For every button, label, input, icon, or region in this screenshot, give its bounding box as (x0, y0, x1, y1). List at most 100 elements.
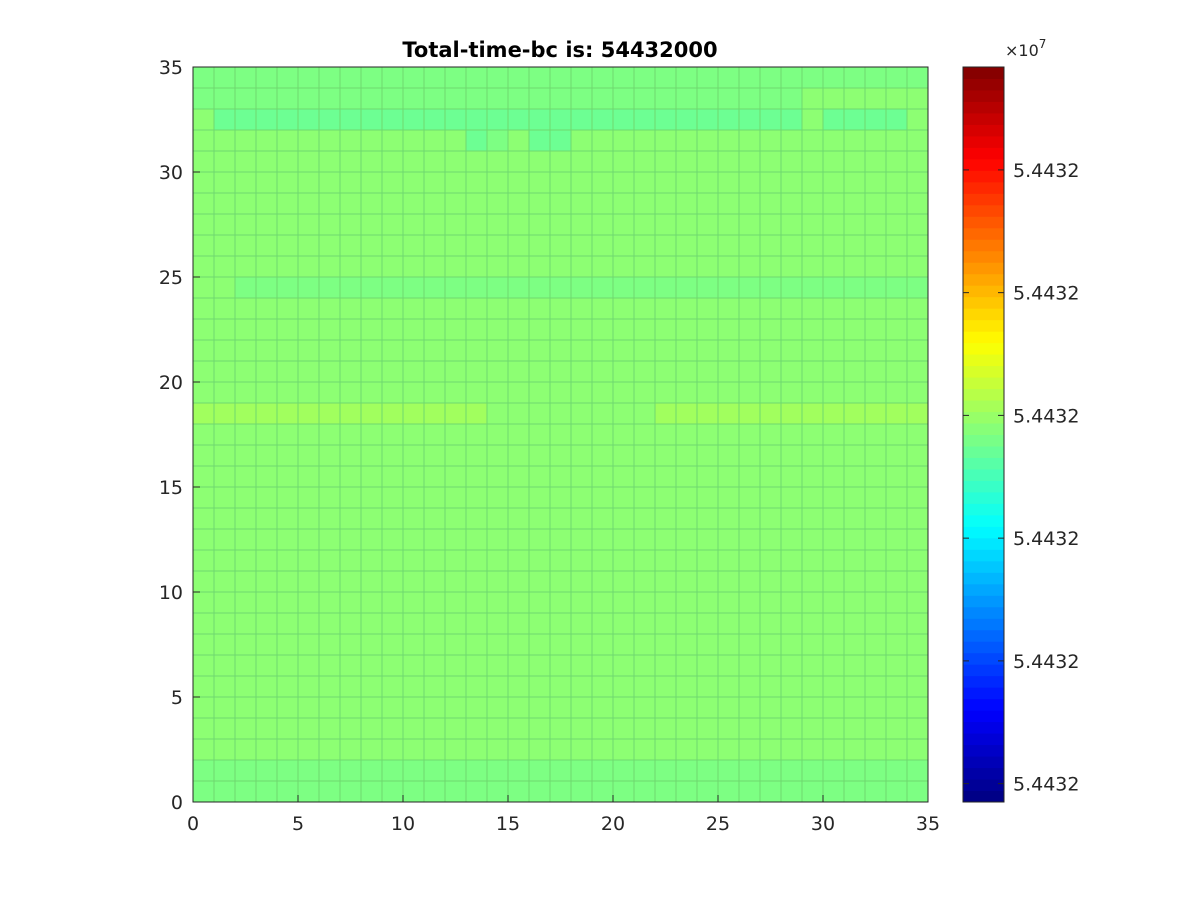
heatmap-cell (802, 571, 824, 593)
heatmap-cell (760, 487, 782, 509)
heatmap-cell (424, 235, 446, 257)
heatmap-cell (298, 172, 320, 194)
heatmap-cell (508, 340, 530, 362)
heatmap-cell (613, 109, 635, 131)
heatmap-cell (865, 739, 887, 761)
heatmap-cell (403, 235, 425, 257)
heatmap-cell (529, 172, 551, 194)
heatmap-cell (340, 151, 362, 173)
heatmap-cell (865, 256, 887, 278)
heatmap-cell (865, 781, 887, 803)
heatmap-cell (844, 760, 866, 782)
heatmap-cell (298, 193, 320, 215)
heatmap-cell (445, 319, 467, 341)
heatmap-cell (718, 319, 740, 341)
heatmap-cell (634, 697, 656, 719)
heatmap-cell (802, 445, 824, 467)
heatmap-cell (781, 424, 803, 446)
heatmap-cell (256, 613, 278, 635)
heatmap-cell (487, 592, 509, 614)
heatmap-cell (718, 67, 740, 89)
heatmap-cell (298, 235, 320, 257)
heatmap-cell (592, 655, 614, 677)
heatmap-cell (592, 445, 614, 467)
heatmap-cell (487, 88, 509, 110)
heatmap-cell (445, 382, 467, 404)
heatmap-cell (571, 697, 593, 719)
heatmap-cell (781, 760, 803, 782)
heatmap-cell (613, 739, 635, 761)
heatmap-cell (550, 655, 572, 677)
heatmap-cell (697, 676, 719, 698)
colorbar-segment (963, 618, 1004, 631)
heatmap-cell (844, 655, 866, 677)
heatmap-cell (529, 697, 551, 719)
colorbar-segment (963, 445, 1004, 458)
heatmap-cell (466, 508, 488, 530)
heatmap-cell (886, 319, 908, 341)
colorbar-exponent: ×107 (1005, 37, 1046, 60)
heatmap-cell (193, 466, 215, 488)
heatmap-cell (571, 235, 593, 257)
heatmap-cell (403, 109, 425, 131)
heatmap-cell (340, 508, 362, 530)
heatmap-cell (571, 718, 593, 740)
colorbar-segment (963, 721, 1004, 734)
heatmap-cell (466, 298, 488, 320)
heatmap-cell (760, 256, 782, 278)
heatmap-cell (634, 361, 656, 383)
heatmap-cell (760, 277, 782, 299)
heatmap-cell (697, 277, 719, 299)
heatmap-cell (739, 445, 761, 467)
heatmap-cell (718, 340, 740, 362)
heatmap-cell (592, 613, 614, 635)
heatmap-cell (886, 172, 908, 194)
heatmap-cell (655, 529, 677, 551)
heatmap-cell (571, 67, 593, 89)
heatmap-cell (886, 529, 908, 551)
heatmap-cell (718, 235, 740, 257)
heatmap-cell (235, 697, 257, 719)
heatmap-cell (823, 319, 845, 341)
heatmap-cell (403, 445, 425, 467)
heatmap-cell (760, 67, 782, 89)
heatmap-cell (382, 655, 404, 677)
heatmap-cell (508, 151, 530, 173)
heatmap-cell (487, 235, 509, 257)
heatmap-cell (823, 613, 845, 635)
heatmap-cell (319, 655, 341, 677)
heatmap-cell (613, 655, 635, 677)
heatmap-cell (466, 466, 488, 488)
heatmap-cell (403, 739, 425, 761)
heatmap-cell (655, 550, 677, 572)
heatmap-cell (361, 445, 383, 467)
heatmap-cell (697, 739, 719, 761)
heatmap-cell (781, 508, 803, 530)
heatmap-cell (256, 88, 278, 110)
heatmap-cell (613, 214, 635, 236)
heatmap-cell (613, 403, 635, 425)
heatmap-cell (634, 109, 656, 131)
heatmap-cell (676, 130, 698, 152)
heatmap-cell (529, 592, 551, 614)
heatmap-cell (277, 550, 299, 572)
y-tick-label: 10 (159, 582, 183, 604)
heatmap-cell (529, 487, 551, 509)
x-tick-label: 0 (187, 813, 199, 835)
heatmap-cell (361, 760, 383, 782)
heatmap-cell (235, 613, 257, 635)
heatmap-cell (844, 697, 866, 719)
heatmap-cell (592, 466, 614, 488)
heatmap-cell (886, 88, 908, 110)
heatmap-cell (508, 298, 530, 320)
heatmap-cell (466, 277, 488, 299)
heatmap-cell (361, 529, 383, 551)
heatmap-cell (634, 151, 656, 173)
heatmap-cell (760, 445, 782, 467)
heatmap-cell (865, 529, 887, 551)
heatmap-cell (886, 382, 908, 404)
heatmap-cell (298, 718, 320, 740)
heatmap-cell (445, 550, 467, 572)
heatmap-cell (382, 172, 404, 194)
heatmap-cell (739, 424, 761, 446)
